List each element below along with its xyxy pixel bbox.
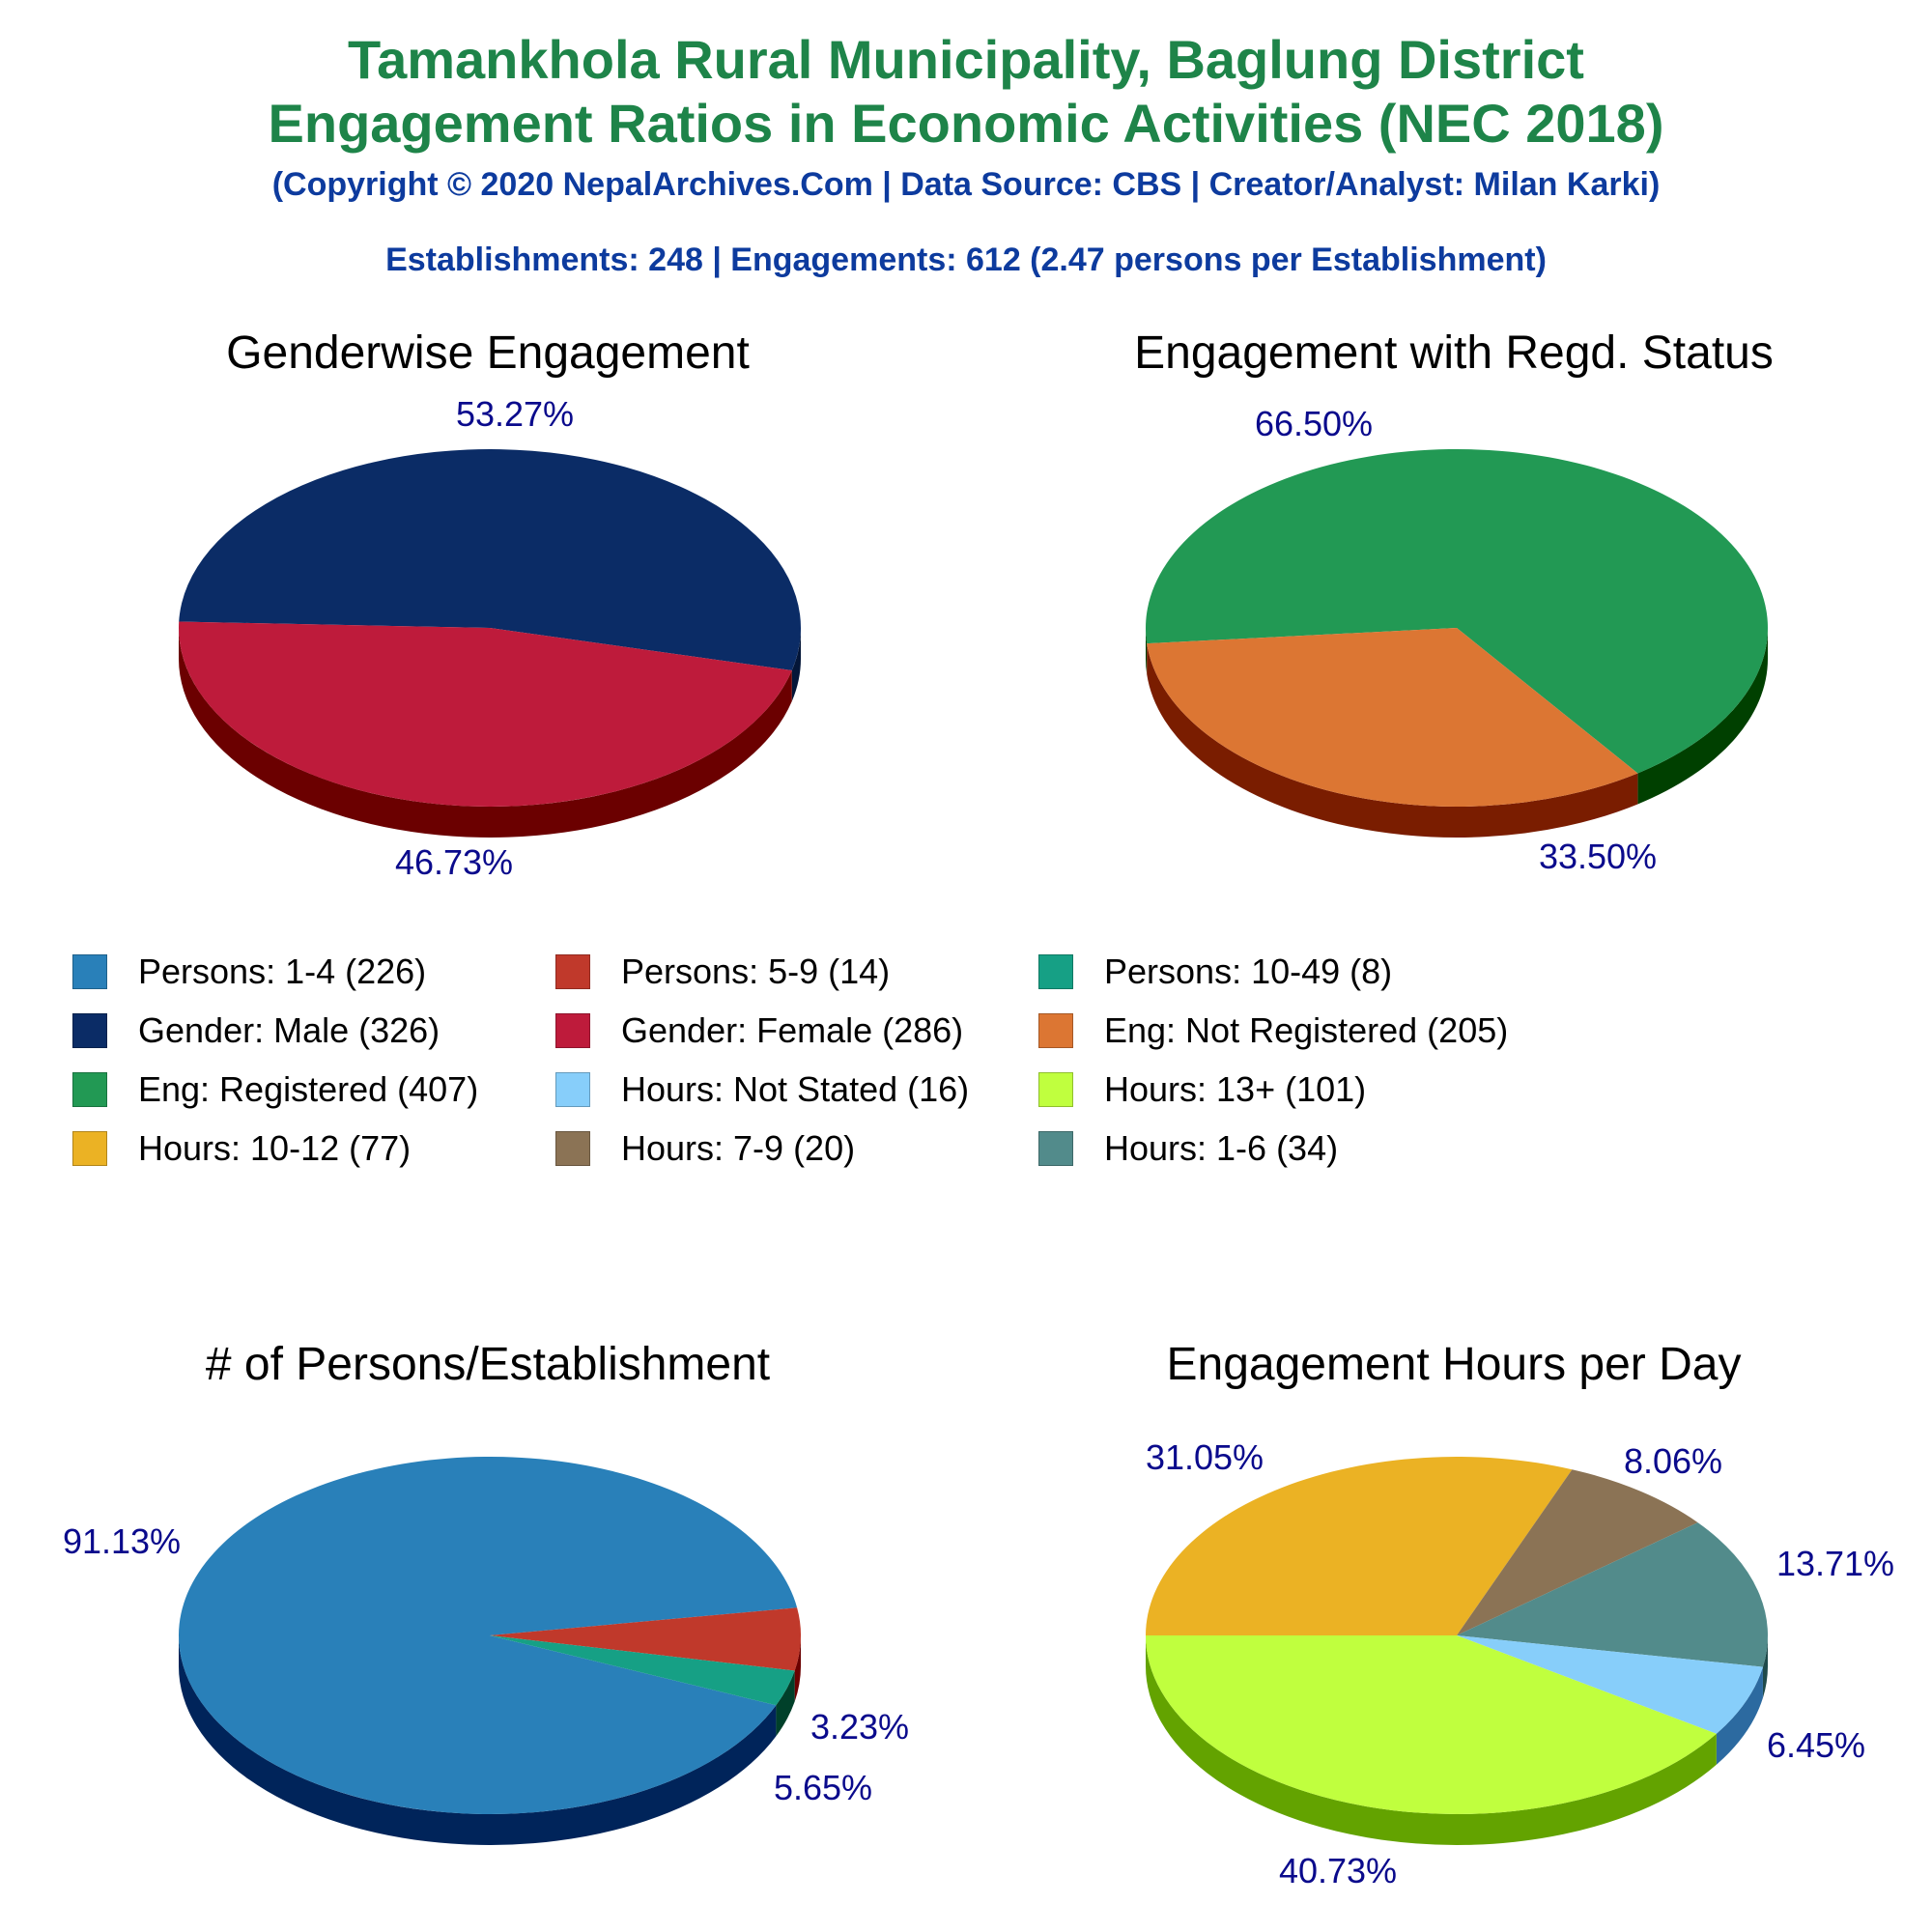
legend-label: Hours: 7-9 (20) [621,1128,856,1168]
legend-label: Eng: Registered (407) [138,1069,479,1109]
pie-slice-13 [1146,1635,1717,1815]
legend-item: Persons: 10-49 (8) [1038,952,1392,992]
legend-item: Persons: 5-9 (14) [555,952,890,992]
pie-0 [179,449,801,838]
legend-swatch [72,1072,107,1107]
pie-slice-10-49 [490,1635,795,1706]
pie-label-persons-1-4: 91.13% [62,1521,182,1561]
legend-item: Hours: Not Stated (16) [555,1069,969,1110]
pie-label-hours-1-6: 13.71% [1776,1544,1895,1583]
pie-label-persons-10-49: 3.23% [810,1707,910,1747]
pie-slice-male [179,449,801,671]
summary-line: Establishments: 248 | Engagements: 612 (… [385,242,1547,278]
pie-slice-1-6 [1457,1522,1769,1667]
pie-side-male [791,628,801,702]
pie-1 [1146,449,1768,838]
pie-label-persons-5-9: 5.65% [773,1768,873,1807]
legend-label: Gender: Male (326) [138,1010,440,1050]
legend-swatch [555,1013,590,1048]
legend-label: Persons: 5-9 (14) [621,952,891,991]
pie-label-not-registered: 33.50% [1538,837,1658,876]
legend-label: Hours: 10-12 (77) [138,1128,412,1168]
pie-side-1-6 [1762,1635,1768,1698]
pie-2 [179,1457,802,1846]
pie-label-hours-10-12: 31.05% [1145,1437,1264,1477]
legend-item: Hours: 1-6 (34) [1038,1128,1338,1169]
pie-label-hours-not-stated: 6.45% [1766,1725,1866,1765]
legend-item: Hours: 13+ (101) [1038,1069,1366,1110]
copyright-note: (Copyright © 2020 NepalArchives.Com | Da… [271,166,1661,203]
legend-label: Eng: Not Registered (205) [1104,1010,1509,1050]
legend-label: Persons: 1-4 (226) [138,952,427,991]
pie-side-registered [1146,628,1148,675]
pie-slice-10-12 [1145,1457,1573,1635]
legend-item: Persons: 1-4 (226) [72,952,426,992]
pie-slice-not-registered [1147,628,1638,807]
pie-side-registered [1637,628,1768,805]
pie-side-13 [1146,1635,1717,1846]
chart-title-line-2: Engagement Ratios in Economic Activities… [268,93,1664,154]
pie-side-10-49 [776,1670,795,1737]
pie-label-registered: 66.50% [1254,404,1374,443]
pie-slice-registered [1146,449,1768,774]
legend-swatch [555,1072,590,1107]
pie-label-hours-7-9: 8.06% [1623,1441,1723,1481]
legend-item: Eng: Not Registered (205) [1038,1010,1508,1051]
pie-slice-not-stated [1457,1635,1763,1734]
pie-slice-7-9 [1457,1469,1698,1635]
legend-label: Gender: Female (286) [621,1010,964,1050]
legend-swatch [72,1131,107,1166]
pie-title-registration: Engagement with Regd. Status [1134,327,1774,379]
pie-slice-female [179,621,792,808]
legend-swatch [1038,1013,1073,1048]
chart-title-line-1: Tamankhola Rural Municipality, Baglung D… [348,29,1584,90]
legend-item: Hours: 7-9 (20) [555,1128,855,1169]
pie-side-not-stated [1716,1666,1763,1765]
pie-label-hours-13-plus: 40.73% [1278,1851,1398,1890]
legend-item: Gender: Female (286) [555,1010,963,1051]
legend-swatch [1038,1131,1073,1166]
legend-swatch [1038,954,1073,989]
legend-swatch [72,1013,107,1048]
pie-slice-5-9 [490,1607,802,1671]
pie-side-not-registered [1147,643,1638,838]
pie-title-persons: # of Persons/Establishment [205,1339,771,1390]
legend-swatch [72,954,107,989]
legend-item: Eng: Registered (407) [72,1069,478,1110]
pie-3 [1145,1457,1769,1846]
legend-swatch [555,954,590,989]
legend-item: Gender: Male (326) [72,1010,440,1051]
pie-side-1-4 [179,1635,777,1846]
pie-title-hours: Engagement Hours per Day [1166,1339,1742,1390]
legend-item: Hours: 10-12 (77) [72,1128,411,1169]
pie-label-female: 46.73% [394,842,514,882]
pie-title-gender: Genderwise Engagement [226,327,750,379]
legend-label: Hours: 13+ (101) [1104,1069,1367,1109]
legend-swatch [555,1131,590,1166]
pie-side-5-9 [794,1635,801,1702]
pie-label-male: 53.27% [455,394,575,434]
legend-label: Persons: 10-49 (8) [1104,952,1393,991]
pie-side-female [179,628,792,838]
pie-slice-1-4 [179,1457,798,1815]
legend-swatch [1038,1072,1073,1107]
legend-label: Hours: 1-6 (34) [1104,1128,1339,1168]
legend-label: Hours: Not Stated (16) [621,1069,970,1109]
